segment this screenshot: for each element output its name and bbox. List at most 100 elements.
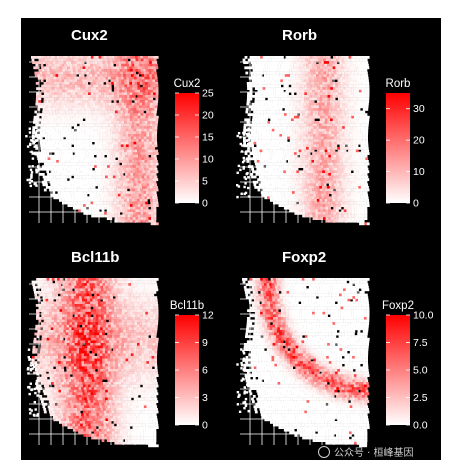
- tissue-spot: [47, 128, 51, 132]
- tissue-spot: [331, 58, 334, 62]
- tissue-spot: [151, 191, 154, 194]
- tissue-spot: [38, 152, 42, 155]
- tissue-spot: [149, 147, 153, 150]
- tissue-spot: [316, 102, 320, 106]
- tissue-spot: [364, 115, 368, 119]
- tissue-spot: [335, 66, 339, 70]
- tissue-spot: [362, 61, 366, 64]
- tissue-spot: [360, 167, 364, 171]
- tissue-spot: [306, 100, 310, 103]
- tissue-spot: [116, 89, 120, 93]
- tissue-spot: [319, 123, 322, 127]
- tissue-spot: [133, 128, 137, 132]
- tissue-spot: [266, 157, 270, 161]
- tissue-spot: [301, 63, 304, 67]
- tissue-spot: [153, 58, 157, 62]
- tissue-spot: [76, 71, 79, 75]
- tissue-spot: [306, 160, 309, 163]
- tissue-spot: [277, 175, 280, 179]
- tissue-spot: [75, 92, 78, 96]
- tissue-spot: [350, 76, 353, 80]
- tissue-spot: [61, 160, 65, 163]
- tissue-spot: [69, 76, 72, 80]
- tissue-spot: [283, 97, 287, 101]
- tissue-spot: [358, 82, 362, 85]
- tissue-spot: [354, 157, 358, 161]
- tissue-spot: [148, 115, 151, 119]
- tissue-spot: [281, 56, 284, 59]
- tissue-spot: [91, 113, 94, 116]
- tissue-spot: [339, 126, 343, 129]
- tissue-spot: [90, 66, 94, 70]
- tissue-spot: [110, 144, 114, 148]
- tissue-spot: [145, 82, 148, 85]
- tissue-spot: [151, 58, 154, 62]
- tissue-spot: [141, 76, 145, 80]
- tissue-spot: [136, 108, 139, 111]
- tissue-spot: [365, 74, 369, 77]
- tissue-spot: [132, 82, 135, 85]
- tissue-spot: [103, 79, 106, 83]
- tissue-spot: [72, 95, 76, 98]
- tissue-spot: [248, 123, 252, 127]
- tissue-spot: [148, 58, 152, 62]
- tissue-spot: [261, 128, 265, 132]
- tissue-spot: [306, 118, 310, 122]
- tissue-spot: [337, 105, 340, 109]
- tissue-spot: [94, 131, 98, 135]
- tissue-spot: [259, 170, 263, 174]
- tissue-spot: [102, 183, 106, 187]
- tissue-spot: [77, 115, 81, 119]
- tissue-spot: [77, 152, 81, 155]
- tissue-spot: [52, 157, 56, 161]
- tissue-spot: [330, 95, 333, 98]
- tissue-spot: [278, 69, 282, 72]
- tissue-spot: [120, 136, 124, 140]
- tissue-spot: [246, 160, 250, 163]
- tissue-spot: [281, 58, 285, 62]
- tissue-spot: [153, 56, 156, 59]
- tissue-spot: [323, 136, 327, 140]
- tissue-spot: [70, 113, 74, 116]
- tissue-spot: [274, 108, 278, 111]
- tissue-spot: [326, 108, 330, 111]
- legend-tick-label: 25: [202, 88, 214, 100]
- tissue-spot: [125, 131, 129, 135]
- tissue-spot: [66, 63, 70, 67]
- tissue-spot: [119, 170, 122, 174]
- tissue-spot: [353, 66, 357, 70]
- tissue-spot: [141, 128, 145, 132]
- tissue-spot: [299, 69, 303, 72]
- tissue-spot: [103, 178, 107, 181]
- tissue-spot: [366, 87, 370, 90]
- tissue-spot: [309, 84, 313, 88]
- tissue-spot: [249, 152, 253, 155]
- tissue-spot: [116, 160, 119, 163]
- tissue-spot: [127, 113, 131, 116]
- tissue-spot: [43, 76, 46, 80]
- tissue-spot: [42, 157, 46, 161]
- tissue-spot: [107, 139, 111, 142]
- tissue-spot: [101, 84, 104, 88]
- tissue-spot: [306, 66, 310, 70]
- tissue-spot: [92, 63, 96, 67]
- tissue-spot: [323, 175, 327, 179]
- tissue-spot: [114, 201, 117, 205]
- tissue-spot: [273, 165, 277, 168]
- tissue-spot: [85, 56, 89, 59]
- tissue-spot: [331, 71, 334, 75]
- tissue-spot: [150, 66, 154, 70]
- tissue-spot: [152, 102, 156, 106]
- tissue-spot: [130, 58, 134, 62]
- tissue-spot: [82, 170, 86, 174]
- tissue-spot: [362, 154, 365, 158]
- tissue-spot: [295, 144, 299, 148]
- tissue-spot: [98, 115, 102, 119]
- tissue-spot: [79, 147, 83, 150]
- tissue-spot: [250, 58, 254, 62]
- tissue-spot: [363, 149, 367, 153]
- tissue-spot: [295, 167, 299, 171]
- tissue-spot: [89, 128, 93, 132]
- tissue-spot: [342, 160, 346, 163]
- tissue-spot: [308, 175, 312, 179]
